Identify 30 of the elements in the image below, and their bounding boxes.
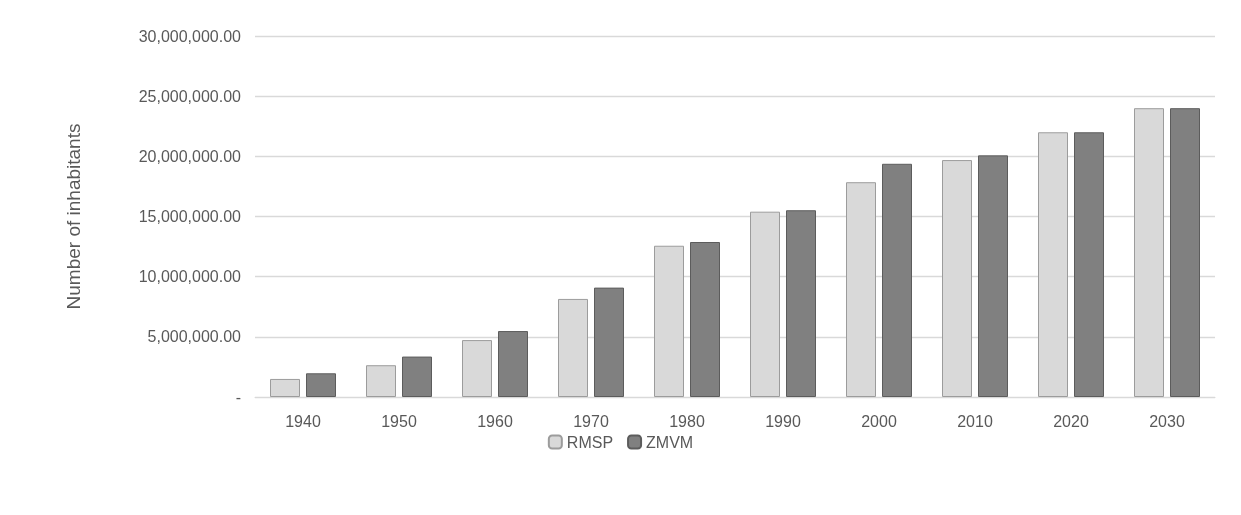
x-tick-label: 2000 xyxy=(861,412,897,430)
x-tick-label: 1960 xyxy=(477,412,513,430)
x-tick-label: 1990 xyxy=(765,412,801,430)
bar xyxy=(306,373,336,397)
y-tick-label: 10,000,000.00 xyxy=(138,268,242,286)
legend-label: RMSP xyxy=(566,433,614,451)
y-tick-label: 15,000,000.00 xyxy=(138,208,242,225)
y-tick-label: 5,000,000.00 xyxy=(147,328,242,346)
bar xyxy=(594,287,624,397)
bar xyxy=(498,331,528,397)
legend-label: ZMVM xyxy=(646,433,694,451)
x-tick-label: 1980 xyxy=(669,412,705,430)
x-tick-label: 2030 xyxy=(1149,412,1185,430)
bar xyxy=(786,210,816,397)
bar xyxy=(1170,108,1200,397)
bar xyxy=(1074,132,1104,397)
x-tick-label: 1940 xyxy=(285,412,321,430)
x-tick-label: 2020 xyxy=(1053,412,1089,430)
y-tick-label: 20,000,000.00 xyxy=(138,147,242,165)
x-tick-label: 1970 xyxy=(573,412,609,430)
bar xyxy=(690,242,720,397)
y-tick-label: 25,000,000.00 xyxy=(138,87,242,105)
x-tick-label: 2010 xyxy=(957,412,993,430)
bar xyxy=(402,356,432,397)
y-axis-title: Number of inhabitants xyxy=(63,123,84,310)
bar xyxy=(882,163,912,397)
y-tick-label: 30,000,000.00 xyxy=(138,27,242,45)
x-tick-label: 1950 xyxy=(381,412,417,430)
y-tick-label: - xyxy=(235,388,241,406)
bar xyxy=(978,155,1008,397)
